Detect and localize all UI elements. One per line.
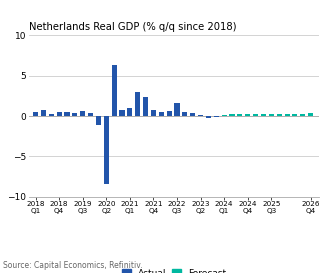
Bar (33, 112, 38, 116)
Bar (167, 111, 172, 116)
Bar (120, 109, 124, 116)
Bar (182, 112, 188, 116)
Bar (206, 116, 211, 118)
Bar (198, 115, 203, 116)
Bar (41, 110, 46, 116)
Bar (300, 114, 305, 116)
Bar (143, 97, 148, 116)
Bar (127, 108, 132, 116)
Bar (308, 113, 313, 116)
Bar (135, 92, 140, 116)
Bar (159, 112, 164, 116)
Bar (284, 114, 290, 116)
Bar (57, 112, 62, 116)
Bar (237, 114, 242, 116)
Bar (151, 110, 156, 116)
Bar (261, 114, 266, 116)
Bar (214, 116, 219, 117)
Bar (72, 113, 77, 116)
Bar (245, 114, 250, 116)
Bar (64, 112, 70, 116)
Bar (111, 65, 117, 116)
Bar (88, 113, 93, 116)
Bar (104, 116, 109, 185)
Bar (49, 114, 54, 116)
Bar (229, 114, 235, 116)
Text: Source: Capital Economics, Refinitiv.: Source: Capital Economics, Refinitiv. (3, 261, 143, 270)
Bar (222, 115, 227, 116)
Bar (292, 114, 297, 116)
Bar (269, 114, 274, 116)
Text: Netherlands Real GDP (% q/q since 2018): Netherlands Real GDP (% q/q since 2018) (29, 22, 237, 32)
Bar (175, 103, 180, 116)
Legend: Actual, Forecast: Actual, Forecast (122, 269, 226, 273)
Bar (253, 114, 258, 116)
Bar (96, 116, 101, 125)
Bar (80, 111, 85, 116)
Bar (190, 113, 195, 116)
Bar (277, 114, 282, 116)
